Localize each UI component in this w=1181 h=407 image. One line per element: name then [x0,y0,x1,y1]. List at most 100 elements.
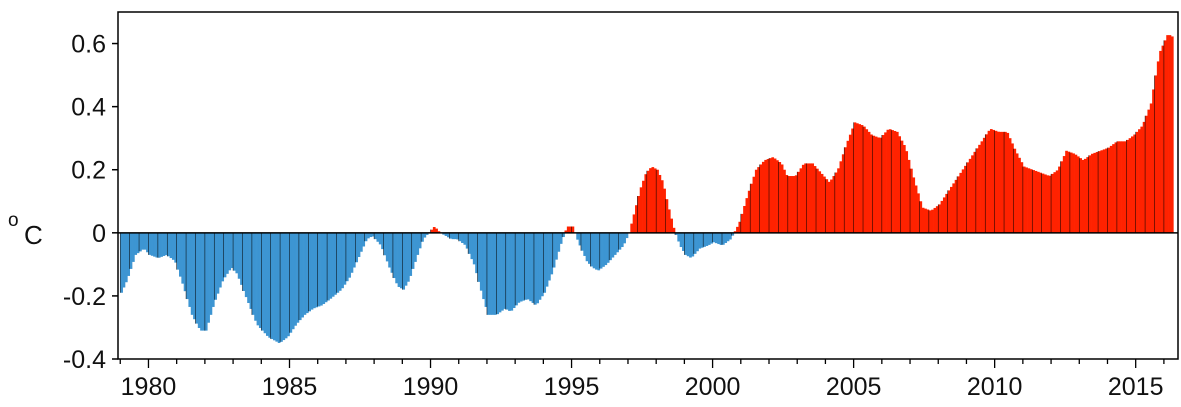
bar-month [827,181,831,233]
bar-month [825,179,829,233]
bar-month [637,196,641,233]
bar-month [888,129,892,233]
bar-month [1074,154,1078,233]
bar-month [714,232,718,244]
x-tick-label: 1980 [121,373,177,401]
bar-month [1081,159,1085,233]
bar-month [280,232,283,342]
bar-month [430,229,434,233]
bar-month [851,128,854,233]
bar-month [710,232,713,244]
bar-month [839,161,843,233]
bar-month [1076,156,1080,233]
bar-month [597,232,601,271]
bar-month [642,180,645,233]
bar-month [891,130,894,233]
bar-month [171,232,175,260]
bar-month [1051,173,1054,233]
y-tick-label: 0 [92,220,106,248]
bar-month [1027,168,1031,233]
bar-month [1036,171,1040,233]
bar-month [204,232,208,331]
bar-month [522,232,525,301]
bar-month [564,230,568,233]
bar-month [1020,162,1024,233]
bar-month [1098,151,1101,233]
bar-month [1032,170,1035,233]
bar-month [357,232,361,257]
bar-month [120,232,123,293]
bar-month [301,232,304,318]
bar-month [240,232,243,285]
y-axis-unit-label: o C [8,210,43,250]
bar-month [139,232,142,252]
bar-month [931,209,934,233]
bar-month [914,185,918,233]
bar-month [258,232,262,328]
bar-month [362,232,366,247]
bar-month [489,232,492,315]
bar-month [971,155,974,233]
bar-month [555,232,558,260]
bar-month [1116,141,1120,233]
bar-month [517,232,521,303]
bar-month [503,232,507,309]
bar-month [350,232,354,273]
bar-month [571,226,575,233]
bar-month [722,232,725,245]
bar-month [740,213,744,233]
bar-month [975,148,979,233]
bar-month [780,164,784,233]
bar-month [1114,142,1118,233]
bar-month [367,232,370,239]
bar-month [700,232,704,248]
bar-month [526,232,530,300]
bar-month [569,226,572,233]
x-tick-label: 2010 [967,373,1023,401]
bar-month [757,167,760,233]
bar-month [529,232,532,302]
bar-month [442,232,445,235]
bar-month [261,232,264,331]
bar-month [630,223,634,233]
bar-month [1109,145,1113,233]
bar-month [385,232,389,262]
bar-month [1053,172,1057,233]
bar-month [388,232,391,268]
bar-month [595,232,598,270]
bar-month [613,232,617,255]
bar-month [804,163,807,233]
bar-month [169,232,173,259]
bar-month [900,140,904,233]
bar-month [853,122,857,233]
bar-month [761,161,765,233]
bar-month [124,232,128,283]
bar-month [1039,172,1043,233]
bar-month [136,232,140,254]
bar-month [1067,151,1071,233]
bar-month [237,232,241,279]
bar-month [475,232,478,274]
bar-month [519,232,523,302]
x-tick-label: 2005 [826,373,882,401]
bars-group [119,35,1174,343]
bar-month [423,232,427,238]
bar-month [1069,152,1073,233]
bar-month [1046,175,1050,233]
bar-month [477,232,481,282]
bar-month [576,232,579,240]
bar-month [783,169,786,233]
bar-month [797,171,800,233]
bar-month [1041,173,1045,233]
bar-month [994,130,998,233]
bar-month [776,160,779,233]
bar-month [562,232,565,238]
bar-month [536,232,539,304]
bar-month [1135,131,1139,233]
bar-month [860,125,864,233]
bar-month [769,158,772,233]
bar-month [1034,170,1038,233]
bar-month [618,232,622,250]
bar-month [1079,158,1082,233]
bar-month [141,232,145,250]
